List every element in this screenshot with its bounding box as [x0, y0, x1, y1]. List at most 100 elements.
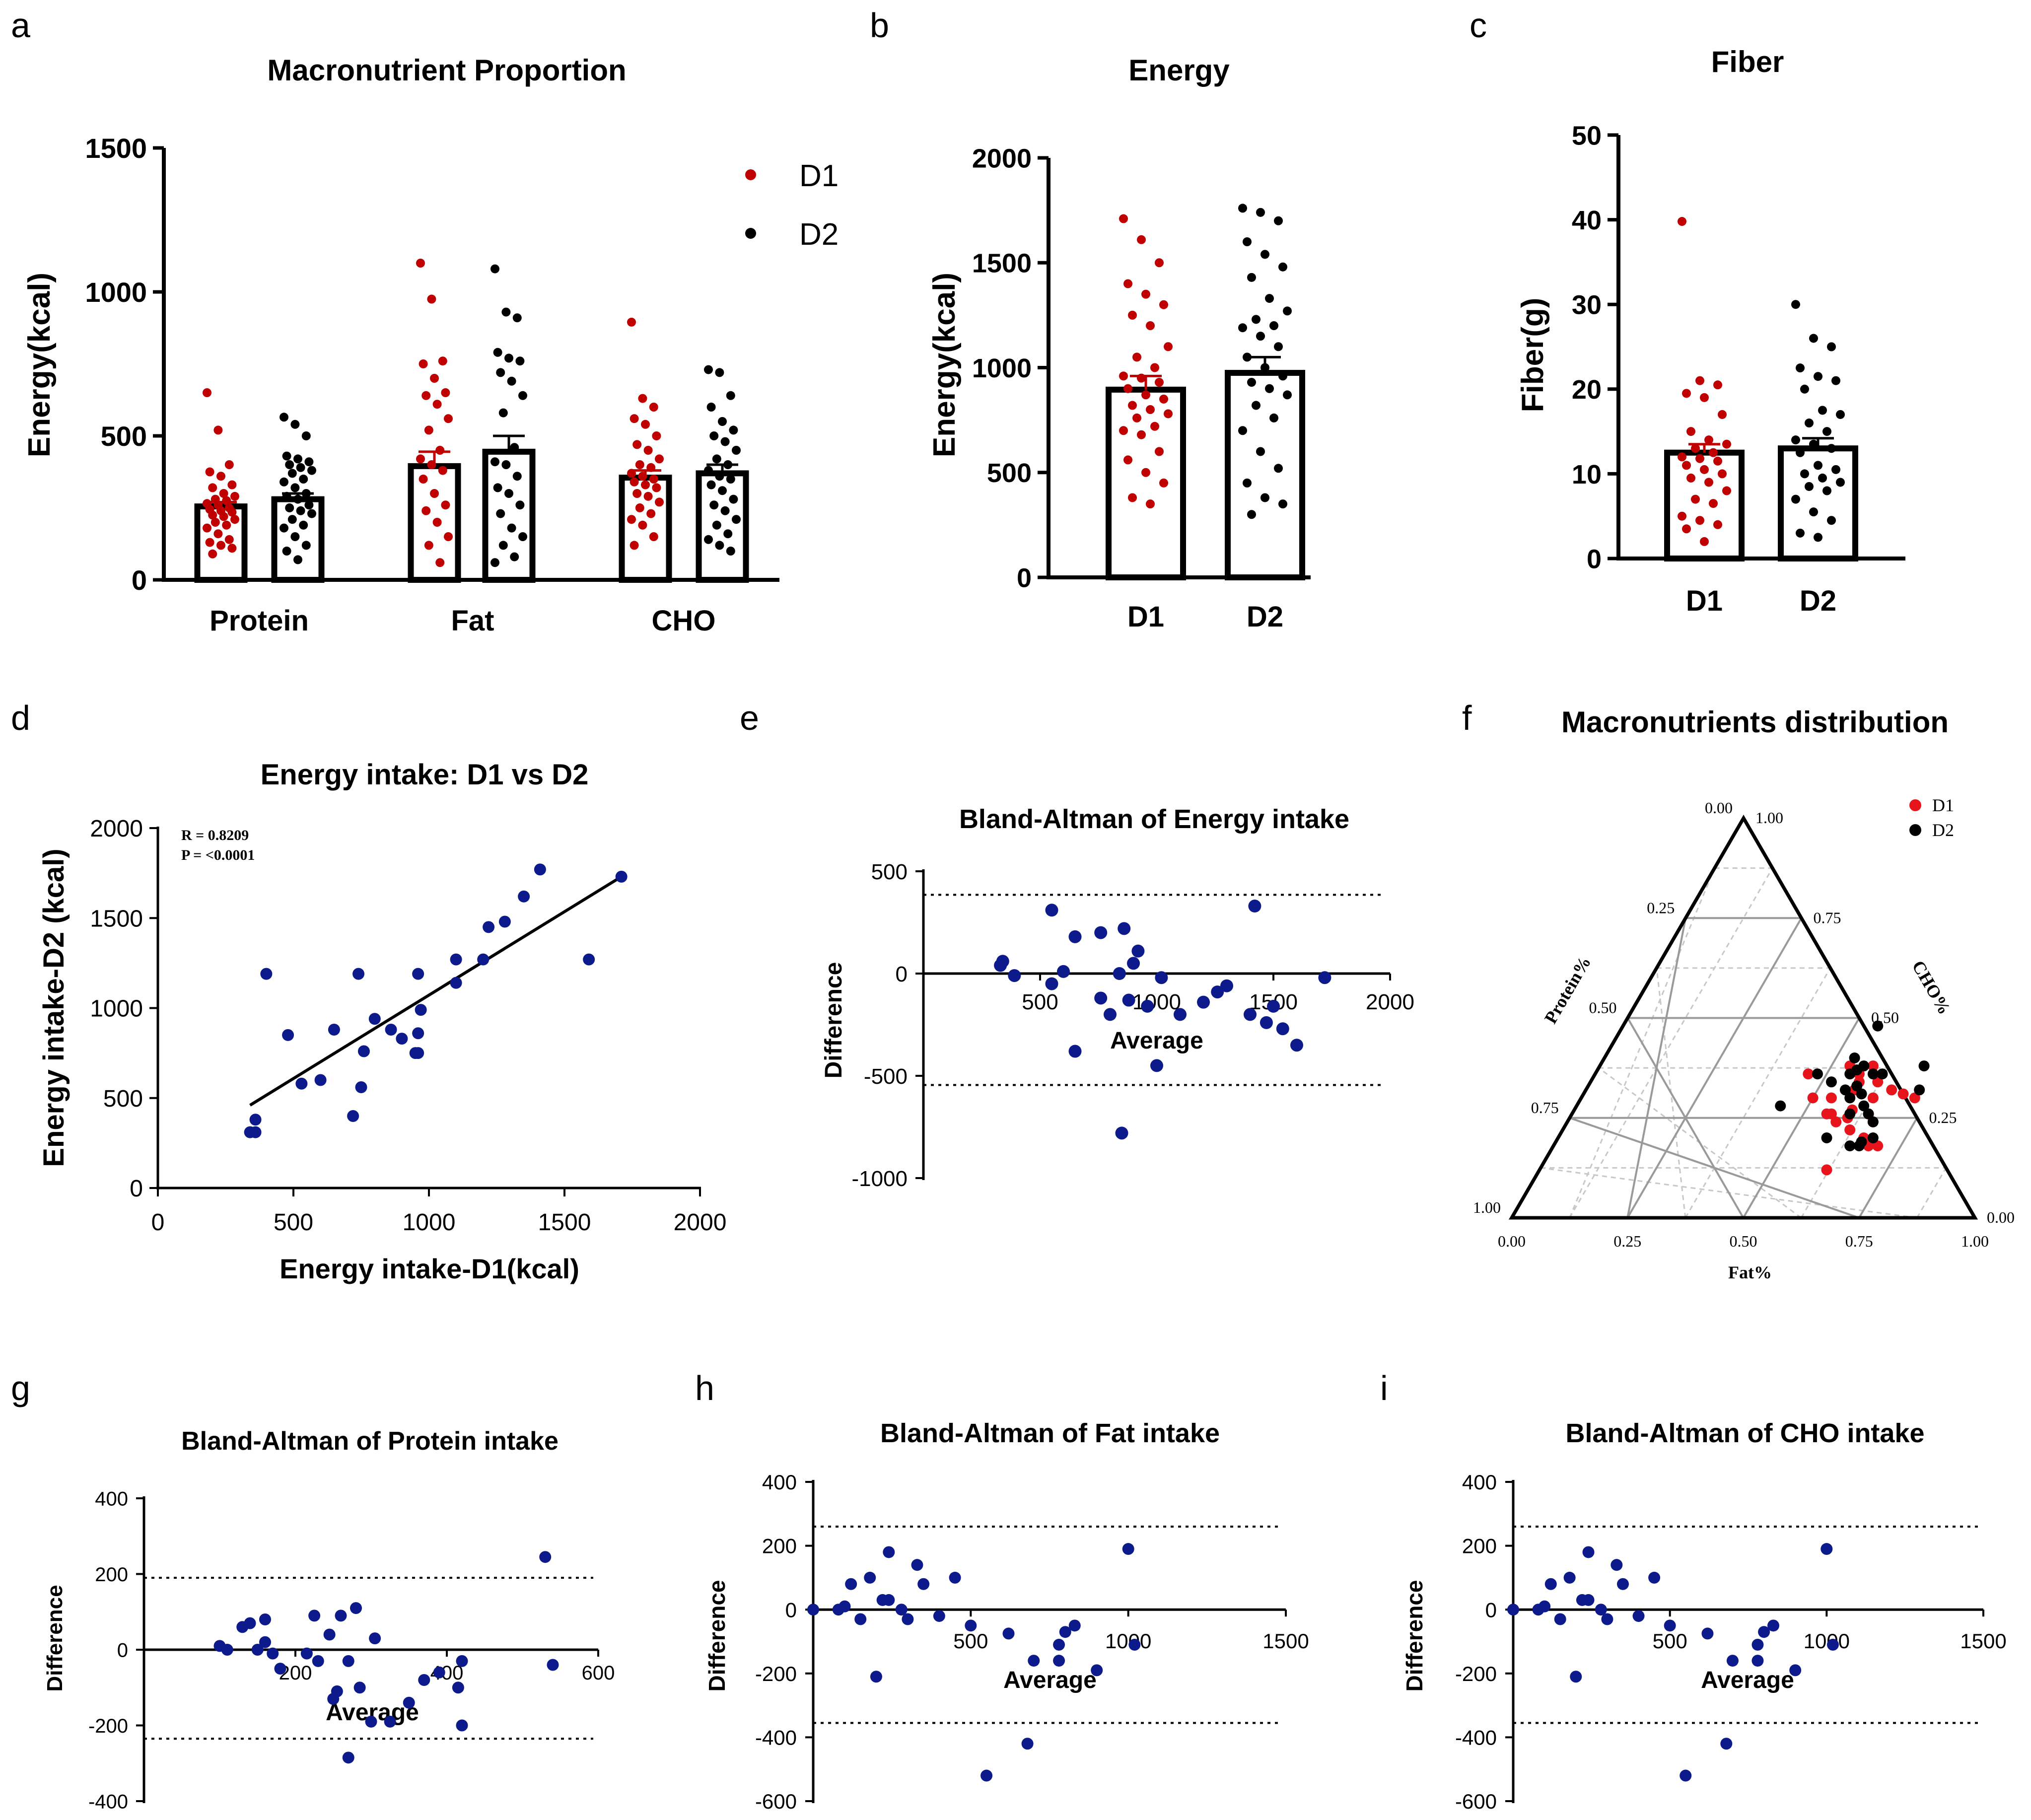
ternary-point-d2	[1851, 1080, 1863, 1092]
chart-a-d2-point	[290, 483, 300, 492]
chart-a-d2-point	[296, 506, 305, 515]
chart-a-d2-point	[501, 307, 511, 317]
chart-b-d2-point	[1243, 237, 1252, 246]
chart-a-d2-point	[299, 475, 308, 484]
ternary-point-d2	[1858, 1100, 1870, 1112]
ternary-point-d1	[1825, 1092, 1837, 1104]
chart-b-d1-point	[1146, 405, 1155, 414]
chart-b-d2-point	[1265, 294, 1274, 303]
ternary-point-d2	[1867, 1116, 1879, 1127]
chart-c-d2-point	[1836, 478, 1845, 487]
chart-a-d1-point	[652, 431, 661, 440]
chart-a-d2-point	[726, 475, 735, 484]
chart-a-d2-point	[293, 454, 302, 464]
chart-d-y-tick-label: 2000	[90, 816, 143, 842]
chart-a-d1-point	[649, 403, 658, 412]
chart-a-d2-point	[720, 506, 730, 515]
chart-a-d2-point	[285, 460, 294, 469]
chart-i-point	[1758, 1626, 1770, 1638]
chart-a-d2-point	[515, 500, 525, 510]
chart-d-point	[352, 968, 365, 980]
ternary-point-d2	[1825, 1076, 1837, 1088]
chart-h-point	[965, 1619, 977, 1632]
legend-d2-marker	[745, 228, 756, 239]
chart-a-d1-point	[649, 475, 658, 484]
chart-i-point	[1539, 1600, 1551, 1612]
chart-g-point	[300, 1647, 313, 1660]
ternary-right-tick-label: 1.00	[1755, 809, 1783, 827]
chart-a-category-label: Fat	[451, 605, 494, 637]
chart-i-point	[1544, 1578, 1557, 1590]
chart-a-category-label: Protein	[210, 605, 309, 637]
chart-a-d2-point	[718, 417, 727, 426]
chart-i-y-tick-label: -400	[1455, 1726, 1497, 1750]
chart-h-point	[1122, 1543, 1134, 1555]
chart-c-d1-point	[1682, 389, 1691, 398]
chart-e-point	[1290, 1039, 1303, 1052]
chart-g-point	[259, 1636, 271, 1648]
chart-a-d2-point	[496, 368, 505, 377]
chart-a-d1-point	[424, 425, 433, 435]
chart-a-d1-point	[641, 420, 650, 429]
chart-a-d2-point	[715, 541, 724, 550]
chart-a-d1-point	[203, 388, 211, 397]
ternary-point-d2	[1856, 1136, 1867, 1148]
chart-c-d1-point	[1713, 456, 1722, 466]
chart-g-point	[353, 1681, 366, 1694]
ternary-left-label: Protein%	[1541, 953, 1595, 1027]
ternary-point-d2	[1877, 1068, 1888, 1080]
chart-b-d2-point	[1256, 447, 1265, 456]
chart-e-x-tick-label: 2000	[1366, 990, 1414, 1014]
chart-e-point	[1141, 999, 1154, 1013]
chart-a-d1-point	[441, 388, 450, 397]
ternary-legend-d2-marker	[1909, 824, 1921, 836]
chart-d-x-tick-label: 2000	[674, 1209, 727, 1236]
chart-b-d1-point	[1141, 390, 1150, 400]
chart-a-d2-point	[726, 391, 735, 400]
chart-g-point	[267, 1647, 279, 1660]
chart-a-d2-point	[299, 520, 308, 530]
chart-c-d1-point	[1704, 435, 1713, 445]
chart-b-d1-point	[1141, 289, 1150, 299]
chart-e-point	[1122, 993, 1135, 1007]
chart-b-d2-point	[1256, 208, 1265, 217]
ternary-bottom-tick-label: 1.00	[1961, 1232, 1989, 1250]
chart-a-d1-point	[641, 480, 650, 490]
chart-g-y-tick-label: -400	[88, 1791, 128, 1813]
chart-g-point	[251, 1644, 264, 1656]
chart-e-y-tick-label: 500	[871, 860, 908, 884]
chart-a-ylabel: Energy(kcal)	[22, 273, 57, 457]
chart-d-point	[396, 1033, 408, 1045]
chart-a-d2-point	[715, 368, 724, 377]
chart-g-point	[312, 1655, 324, 1667]
ternary-point-d2	[1839, 1084, 1851, 1096]
ternary-point-d2	[1918, 1060, 1930, 1072]
chart-a-d1-point	[438, 466, 447, 475]
chart-b-d1-point	[1150, 363, 1159, 372]
chart-i-point	[1767, 1619, 1780, 1632]
chart-c-d1-point	[1718, 469, 1727, 479]
chart-d-point	[415, 1004, 427, 1016]
chart-h-point	[839, 1600, 851, 1612]
chart-h-x-tick-label: 1000	[1105, 1629, 1151, 1653]
chart-h-point	[1091, 1664, 1103, 1677]
chart-c-d2-point	[1836, 410, 1845, 419]
chart-e-point	[1104, 1008, 1117, 1021]
chart-d-point	[385, 1024, 397, 1036]
chart-c-d2-point	[1805, 482, 1814, 491]
chart-g-y-tick-label: 0	[117, 1639, 128, 1661]
ternary-bottom-tick-label: 0.75	[1845, 1232, 1873, 1250]
chart-i-point	[1570, 1671, 1582, 1683]
chart-a-title: Macronutrient Proportion	[267, 54, 626, 87]
chart-c-d1-point	[1713, 520, 1722, 529]
chart-b-d1-point	[1132, 352, 1141, 362]
chart-d-fit-line	[249, 875, 623, 1107]
chart-a-d2-point	[496, 509, 505, 518]
chart-b-d1-point	[1128, 493, 1137, 502]
chart-e-y-tick-label: -1000	[851, 1167, 908, 1191]
chart-g-point	[342, 1751, 354, 1764]
chart-i-point	[1507, 1604, 1519, 1616]
chart-a-d2-point	[301, 541, 311, 550]
chart-a-d1-point	[203, 523, 211, 533]
chart-e-x-tick-label: 500	[1022, 990, 1058, 1014]
